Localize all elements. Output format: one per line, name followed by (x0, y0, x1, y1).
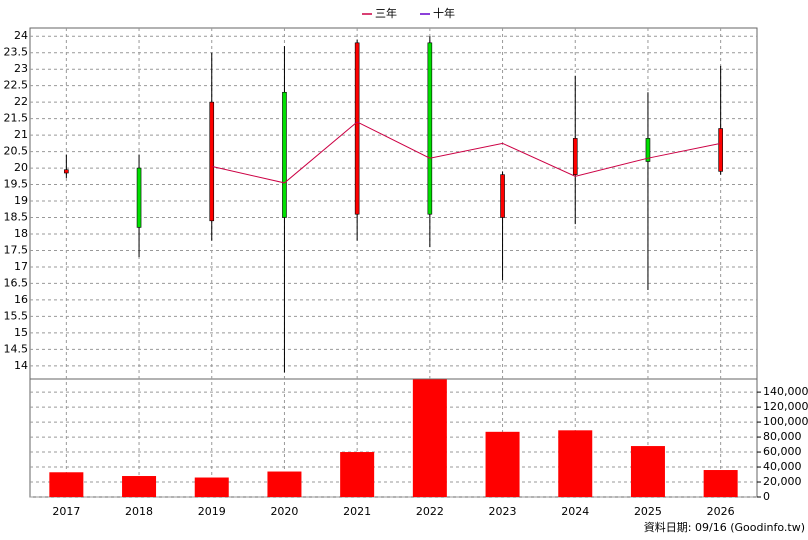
candle-body (64, 169, 69, 174)
y-tick-label: 17 (14, 260, 28, 273)
y-tick-label: 15.5 (4, 309, 29, 322)
y2-tick-label: 100,000 (763, 415, 808, 428)
candle-body (572, 138, 578, 175)
y2-tick-label: 140,000 (763, 385, 808, 398)
x-tick-label: 2018 (125, 505, 153, 518)
candle-body (427, 42, 433, 215)
y2-tick-label: 80,000 (763, 430, 802, 443)
plot-frame (29, 27, 758, 498)
y2-tick-label: 0 (763, 490, 770, 503)
y-tick-label: 14.5 (4, 342, 29, 355)
volume-bar (412, 379, 447, 497)
footer: 資料日期: 09/16 (Goodinfo.tw) (644, 520, 805, 534)
volume-bar (630, 446, 665, 497)
legend-label: 三年 (375, 6, 397, 20)
y-tick-label: 23.5 (4, 46, 29, 59)
y-tick-label: 18 (14, 227, 28, 240)
candle-body (500, 174, 505, 218)
y2-tick-label: 120,000 (763, 400, 808, 413)
y-tick-label: 15 (14, 326, 28, 339)
candle-body (718, 128, 723, 172)
y-tick-label: 21 (14, 128, 28, 141)
volume-bar (340, 452, 375, 497)
line-series (211, 121, 721, 184)
y-tick-label: 18.5 (4, 211, 29, 224)
x-tick-label: 2026 (707, 505, 735, 518)
y-tick-label: 17.5 (4, 243, 29, 256)
y-tick-label: 19 (14, 194, 28, 207)
candle-body (354, 42, 360, 215)
y-tick-label: 14 (14, 359, 28, 372)
x-tick-label: 2020 (270, 505, 298, 518)
x-tick-label: 2023 (489, 505, 517, 518)
volume-bar (703, 470, 738, 497)
volume-bar (558, 430, 593, 497)
candle-body (136, 167, 142, 228)
x-tick-label: 2024 (561, 505, 589, 518)
x-tick-label: 2021 (343, 505, 371, 518)
y2-tick-label: 20,000 (763, 475, 802, 488)
y-tick-label: 24 (14, 29, 28, 42)
candle-body (282, 91, 287, 218)
candle-body (645, 138, 651, 162)
candle-body (209, 101, 215, 222)
legend-label: 十年 (433, 6, 455, 20)
volume-bar (122, 476, 157, 497)
y-tick-label: 20 (14, 161, 28, 174)
x-tick-label: 2025 (634, 505, 662, 518)
volume-bar (194, 477, 229, 497)
y2-tick-label: 60,000 (763, 445, 802, 458)
y-tick-label: 16 (14, 293, 28, 306)
y-tick-label: 19.5 (4, 178, 29, 191)
y-tick-label: 21.5 (4, 112, 29, 125)
volume-bar (485, 431, 520, 497)
y-tick-label: 16.5 (4, 276, 29, 289)
y-tick-label: 22 (14, 95, 28, 108)
y-tick-label: 20.5 (4, 145, 29, 158)
y2-tick-label: 40,000 (763, 460, 802, 473)
volume-bar (267, 471, 302, 497)
x-tick-label: 2022 (416, 505, 444, 518)
volume-bar (49, 472, 84, 497)
y-tick-label: 22.5 (4, 79, 29, 92)
x-tick-label: 2019 (198, 505, 226, 518)
y-tick-label: 23 (14, 62, 28, 75)
x-tick-label: 2017 (52, 505, 80, 518)
